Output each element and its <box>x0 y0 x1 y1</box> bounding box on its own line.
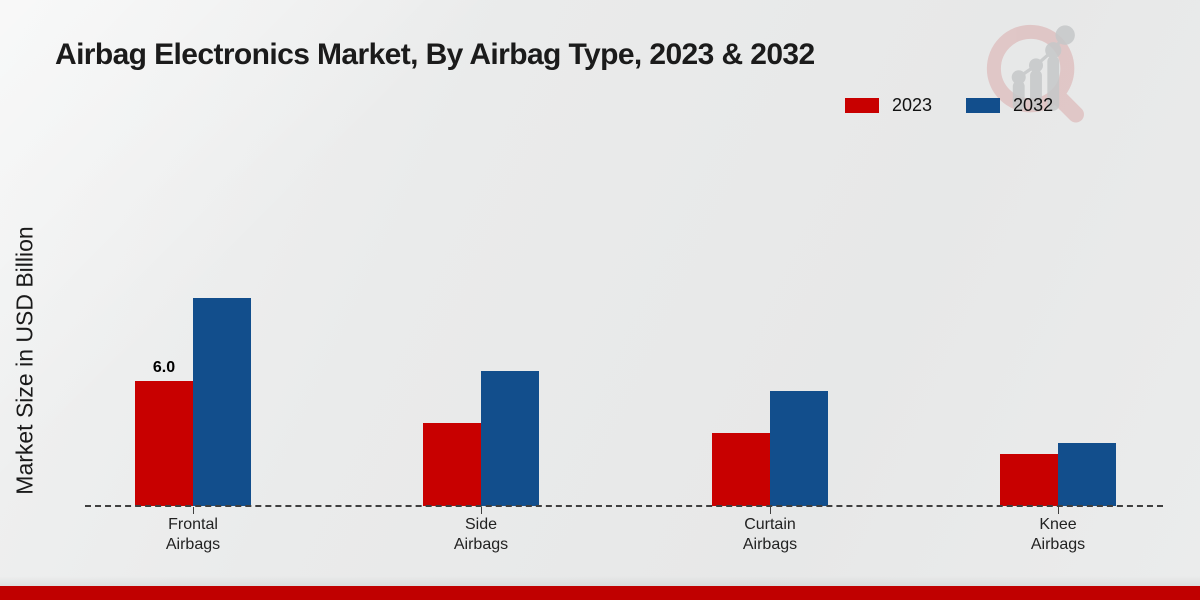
legend-item-2032: 2032 <box>966 95 1053 116</box>
bar-2023-knee-airbags <box>1000 454 1058 506</box>
bar-2023-side-airbags <box>423 423 481 506</box>
legend-label-2032: 2032 <box>1013 95 1054 115</box>
x-category-label-side-airbags: Side Airbags <box>453 516 509 553</box>
legend: 2023 2032 <box>845 95 1053 116</box>
bar-2023-curtain-airbags <box>712 433 770 506</box>
bar-2032-side-airbags <box>481 371 539 506</box>
plot-area: 6.0 <box>85 276 1163 506</box>
x-tick-curtain-airbags <box>770 507 771 514</box>
legend-swatch-2032 <box>966 98 1001 113</box>
x-category-label-curtain-airbags: Curtain Airbags <box>742 516 798 553</box>
market-research-logo-icon <box>986 24 1084 123</box>
x-axis-baseline <box>85 505 1163 507</box>
x-category-label-frontal-airbags: Frontal Airbags <box>165 516 221 553</box>
footer-shade <box>0 576 1200 586</box>
x-tick-knee-airbags <box>1058 507 1059 514</box>
x-axis: Frontal Airbags Side Airbags Curtain Airbags K… <box>85 507 1163 567</box>
y-axis-label: Market Size in USD Billion <box>11 226 38 495</box>
legend-item-2023: 2023 <box>845 95 932 116</box>
bar-2032-knee-airbags <box>1058 443 1116 506</box>
bar-2032-frontal-airbags <box>193 298 251 506</box>
bar-value-label-2023-frontal-airbags: 6.0 <box>152 359 176 376</box>
footer-accent-bar <box>0 586 1200 600</box>
bar-2023-frontal-airbags <box>135 381 193 506</box>
chart-title: Airbag Electronics Market, By Airbag Typ… <box>55 38 815 71</box>
legend-swatch-2023 <box>845 98 879 113</box>
x-category-label-knee-airbags: Knee Airbags <box>1030 516 1086 553</box>
bar-2032-curtain-airbags <box>770 391 828 506</box>
legend-label-2023: 2023 <box>892 95 933 115</box>
x-tick-frontal-airbags <box>193 507 194 514</box>
x-tick-side-airbags <box>481 507 482 514</box>
